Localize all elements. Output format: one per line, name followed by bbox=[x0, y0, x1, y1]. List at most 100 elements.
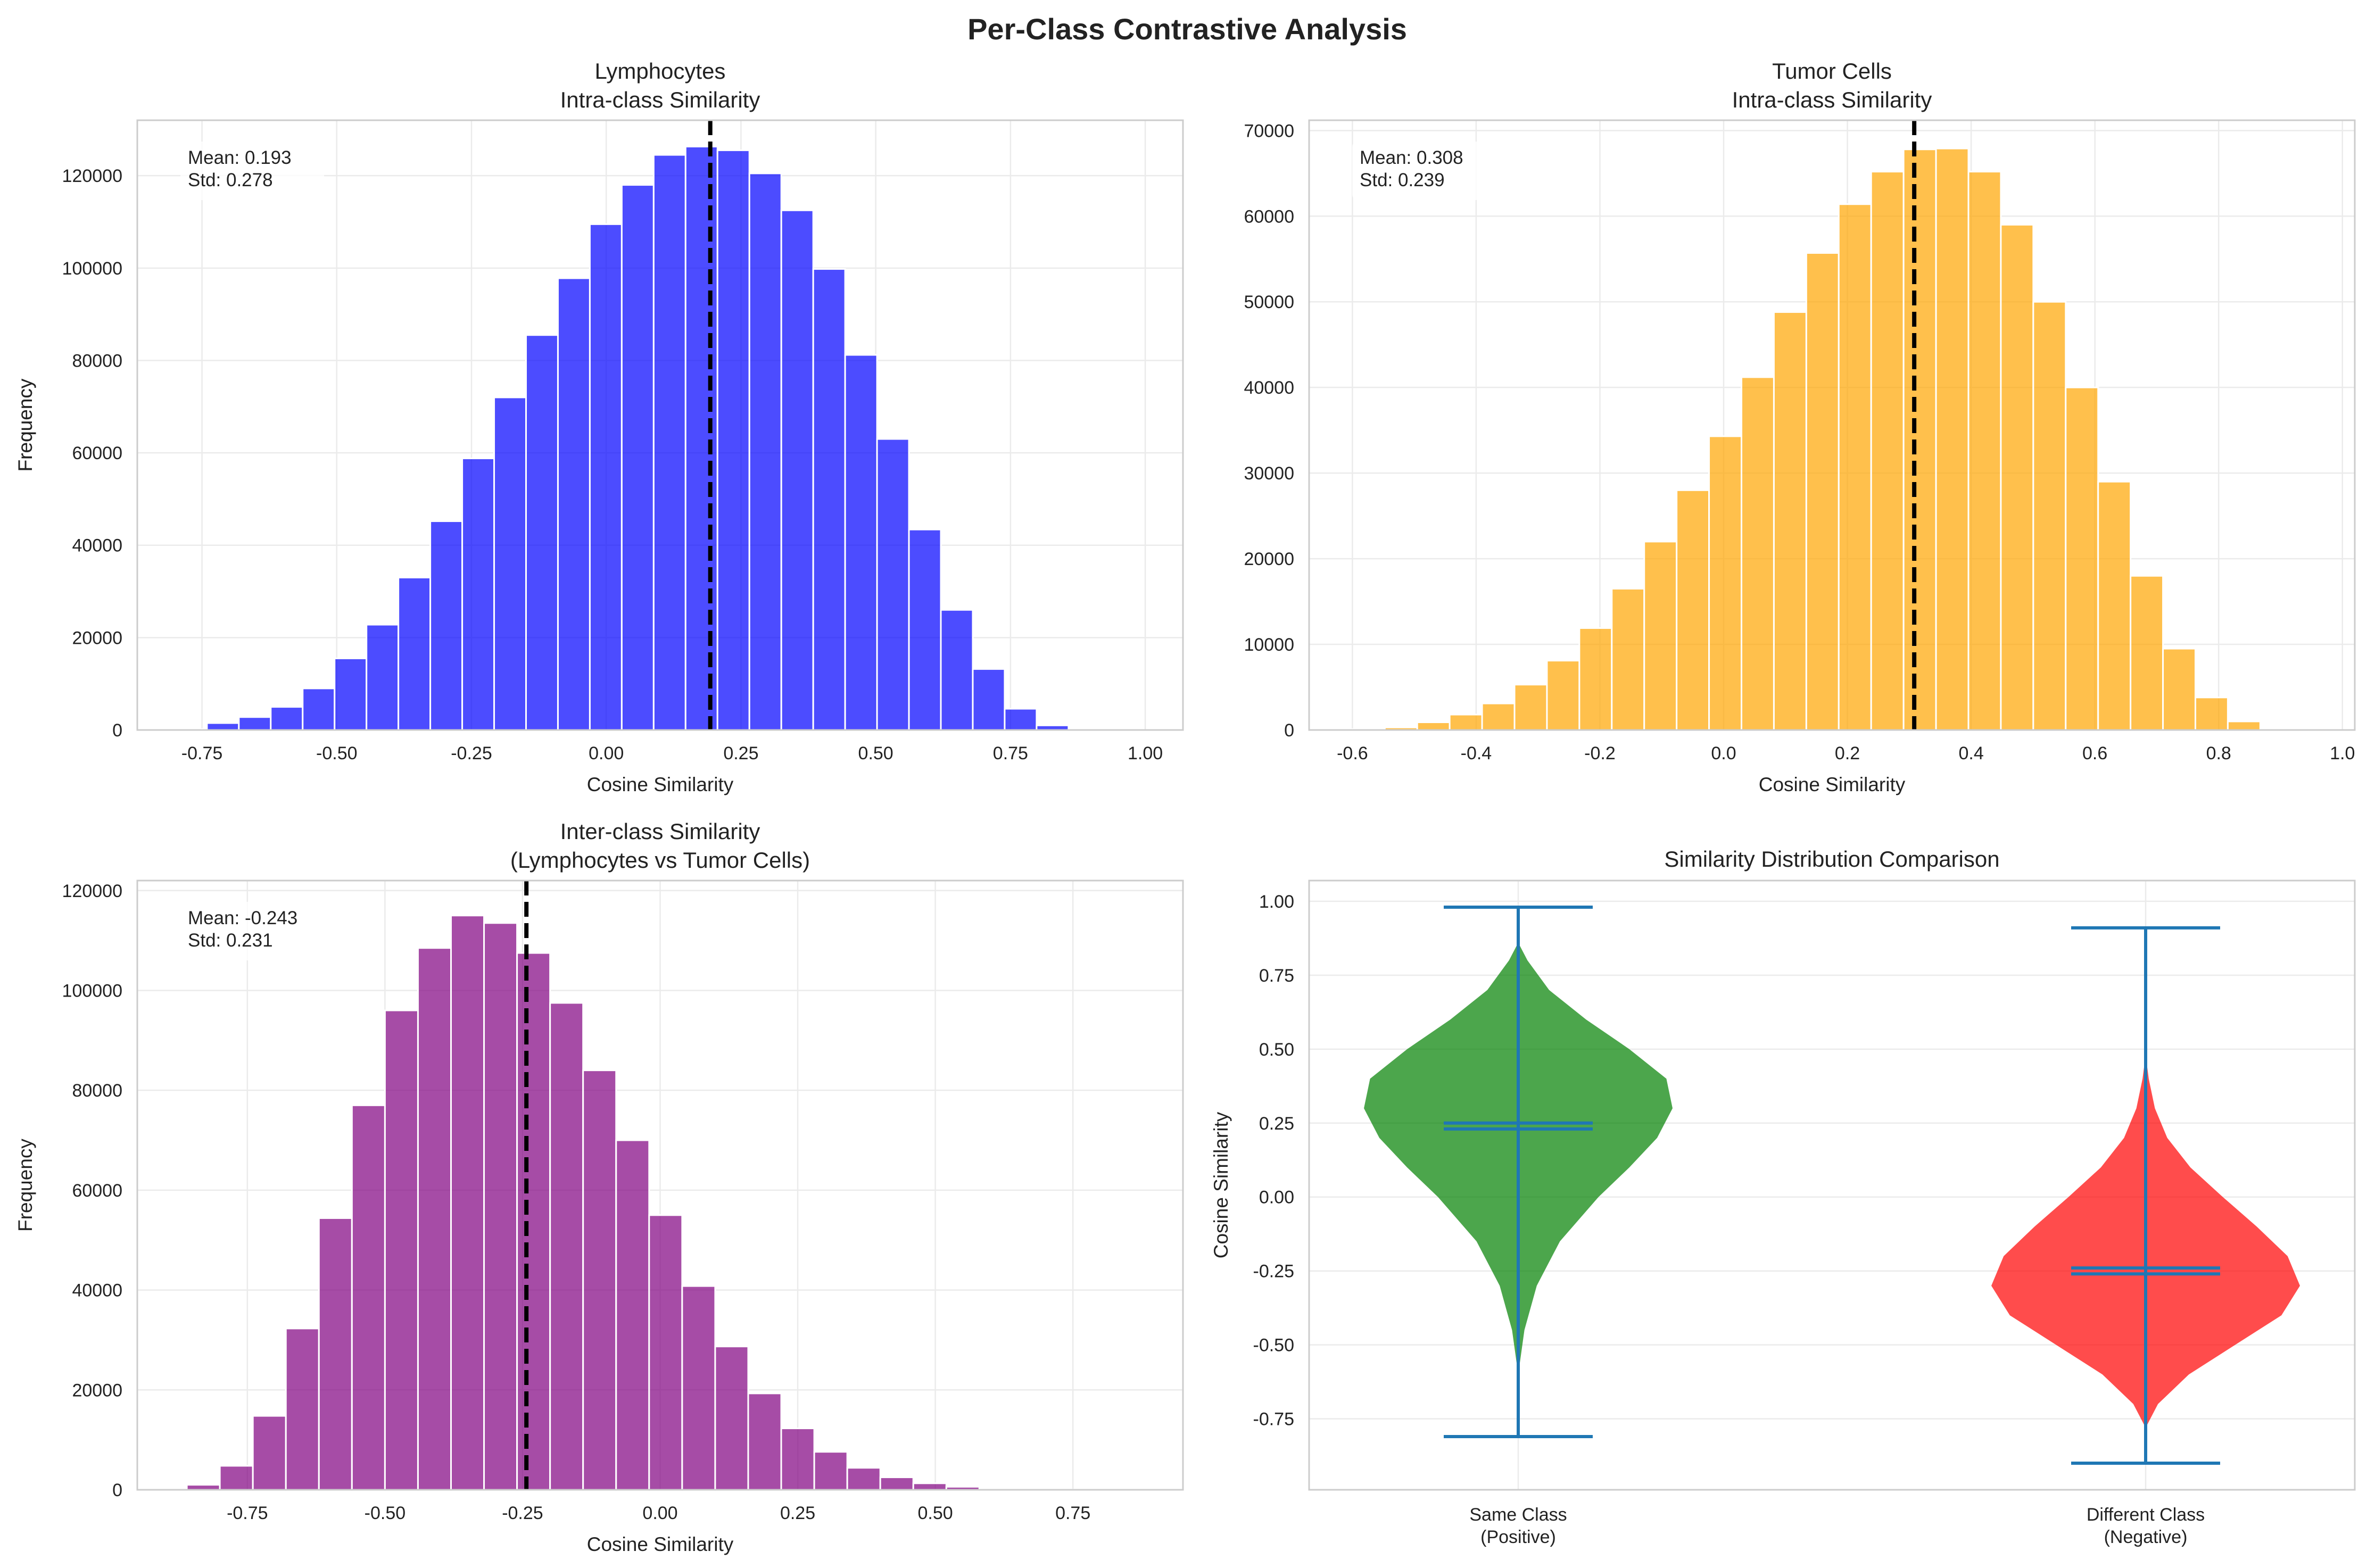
histogram-bar bbox=[908, 528, 942, 731]
panel-title-line-2: Intra-class Similarity bbox=[560, 87, 760, 112]
y-tick-label: 1.00 bbox=[1259, 892, 1294, 912]
histogram-bar bbox=[1805, 252, 1840, 731]
x-tick-label: 0.00 bbox=[642, 1503, 677, 1523]
y-tick-label: 60000 bbox=[1244, 206, 1294, 227]
histogram-bar bbox=[1578, 627, 1613, 731]
histogram-bar bbox=[620, 184, 655, 731]
y-tick-label: 20000 bbox=[1244, 549, 1294, 569]
histogram-bar bbox=[1935, 147, 1969, 731]
panel-title-line-1: Tumor Cells bbox=[1772, 59, 1892, 84]
histogram-bar bbox=[2227, 720, 2261, 731]
x-tick-label: 0.75 bbox=[1055, 1503, 1090, 1523]
histogram-bar bbox=[549, 1002, 584, 1491]
histogram-bar bbox=[1870, 171, 1905, 731]
y-tick-label: 60000 bbox=[72, 1181, 122, 1201]
y-tick-label: 0.75 bbox=[1259, 966, 1294, 986]
panel-title-line-1: Inter-class Similarity bbox=[560, 819, 760, 844]
stats-mean: Mean: -0.243 bbox=[188, 908, 297, 928]
histogram-bar bbox=[557, 277, 591, 731]
histogram-bar bbox=[334, 657, 368, 731]
histogram-bar bbox=[1416, 721, 1451, 731]
x-category-label-line-2: (Positive) bbox=[1480, 1527, 1556, 1547]
histogram-bar bbox=[1611, 587, 1645, 731]
x-axis-label: Cosine Similarity bbox=[587, 1533, 734, 1555]
panels: -0.75 -0.50 -0.25 0.00 0.25 0.50 0.75 1.00 0 2000… bbox=[14, 59, 2356, 1555]
histogram-bar bbox=[450, 915, 485, 1491]
y-axis-label: Frequency bbox=[14, 378, 36, 471]
stats-box bbox=[180, 142, 324, 200]
y-tick-label: 40000 bbox=[72, 536, 122, 556]
histogram-bar bbox=[2065, 386, 2099, 731]
histogram-bar bbox=[238, 716, 272, 731]
histogram-bar bbox=[716, 149, 750, 731]
stats-std: Std: 0.231 bbox=[188, 930, 273, 951]
x-category-label-line-2: (Negative) bbox=[2104, 1527, 2188, 1547]
histogram-bar bbox=[1643, 541, 1678, 731]
y-tick-label: 0.50 bbox=[1259, 1040, 1294, 1060]
x-tick-label: 0.25 bbox=[780, 1503, 815, 1523]
y-tick-label: 0 bbox=[1284, 720, 1294, 741]
stats-box bbox=[1352, 142, 1496, 200]
y-axis-label: Frequency bbox=[14, 1139, 36, 1232]
x-tick-label: 0.75 bbox=[993, 743, 1028, 764]
histogram-bar bbox=[1741, 376, 1775, 731]
y-tick-label: 30000 bbox=[1244, 463, 1294, 484]
histogram-bar bbox=[302, 687, 336, 731]
y-tick-label: -0.75 bbox=[1253, 1409, 1295, 1430]
histogram-bar bbox=[648, 1214, 683, 1491]
y-tick-label: 120000 bbox=[62, 166, 122, 186]
figure-title: Per-Class Contrastive Analysis bbox=[967, 12, 1407, 46]
x-tick-label: -0.2 bbox=[1584, 743, 1616, 764]
histogram-bar bbox=[1513, 684, 1548, 731]
histogram-bar bbox=[429, 520, 464, 731]
x-tick-label: -0.75 bbox=[227, 1503, 268, 1523]
y-tick-label: 80000 bbox=[72, 351, 122, 371]
histogram-bar bbox=[366, 624, 400, 731]
histogram-bar bbox=[2032, 301, 2067, 731]
y-tick-label: 100000 bbox=[62, 981, 122, 1001]
histogram-bar bbox=[206, 722, 240, 731]
histogram-bar bbox=[652, 154, 686, 731]
plot-frame bbox=[1308, 880, 2356, 1491]
histogram-bar bbox=[270, 706, 304, 731]
x-axis-label: Cosine Similarity bbox=[587, 774, 734, 795]
y-axis-label: Cosine Similarity bbox=[1210, 1111, 1232, 1258]
stats-mean: Mean: 0.193 bbox=[188, 147, 292, 168]
histogram-bar bbox=[2194, 696, 2229, 731]
histogram-bar bbox=[1838, 203, 1872, 731]
x-tick-label: -0.50 bbox=[316, 743, 358, 764]
histogram-bar bbox=[846, 1467, 881, 1491]
x-tick-label: -0.25 bbox=[451, 743, 492, 764]
histogram-bar bbox=[1967, 171, 2002, 731]
y-tick-label: 20000 bbox=[72, 628, 122, 648]
histogram-bar bbox=[780, 1428, 815, 1491]
x-axis-label: Cosine Similarity bbox=[1759, 774, 1906, 795]
histogram-bar bbox=[1773, 311, 1807, 731]
panel-title-line-2: Intra-class Similarity bbox=[1732, 87, 1932, 112]
stats-std: Std: 0.239 bbox=[1360, 170, 1445, 190]
histogram-bar bbox=[398, 577, 432, 731]
y-tick-label: -0.50 bbox=[1253, 1335, 1295, 1356]
histogram-bar bbox=[252, 1415, 287, 1491]
histogram-bar bbox=[1449, 714, 1483, 731]
x-category-label-line-1: Same Class bbox=[1469, 1505, 1567, 1525]
histogram-bar bbox=[1708, 435, 1743, 731]
y-tick-label: 40000 bbox=[1244, 378, 1294, 398]
histogram-bar bbox=[747, 1392, 782, 1491]
y-tick-label: 0 bbox=[112, 720, 122, 741]
violin-panel: Same Class(Positive) Different Class(Nega… bbox=[1210, 847, 2356, 1547]
y-axis-label: Frequency bbox=[14, 378, 36, 471]
histogram-bar bbox=[417, 947, 452, 1491]
histogram-bar bbox=[1004, 708, 1038, 731]
x-tick-label: -0.6 bbox=[1337, 743, 1368, 764]
stats-mean: Mean: 0.308 bbox=[1360, 147, 1463, 168]
x-category-label-line-1: Different Class bbox=[2087, 1505, 2205, 1525]
histogram-bar bbox=[483, 922, 518, 1491]
y-tick-label: 20000 bbox=[72, 1380, 122, 1400]
histogram-bar bbox=[2000, 223, 2034, 731]
x-tick-label: 0.8 bbox=[2206, 743, 2231, 764]
y-tick-label: -0.25 bbox=[1253, 1262, 1295, 1282]
histogram-bar bbox=[615, 1139, 650, 1491]
histogram-bar bbox=[582, 1069, 617, 1491]
y-tick-label: 70000 bbox=[1244, 121, 1294, 141]
